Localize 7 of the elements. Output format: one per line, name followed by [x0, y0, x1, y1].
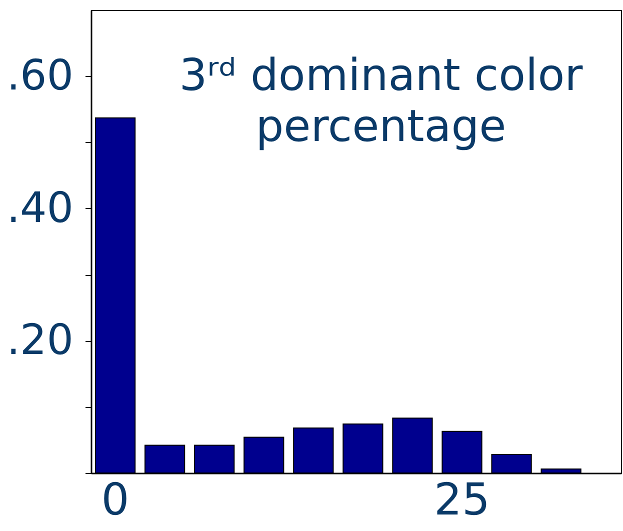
x-tick-label: 25	[434, 474, 490, 526]
x-tick-label: 0	[101, 474, 130, 526]
annotation: 3ʳᵈ dominant color	[179, 50, 584, 101]
y-tick-label: .60	[6, 50, 74, 100]
annotation: percentage	[256, 101, 506, 152]
y-tick-label: .40	[6, 182, 74, 232]
y-tick-label: .20	[6, 315, 74, 364]
